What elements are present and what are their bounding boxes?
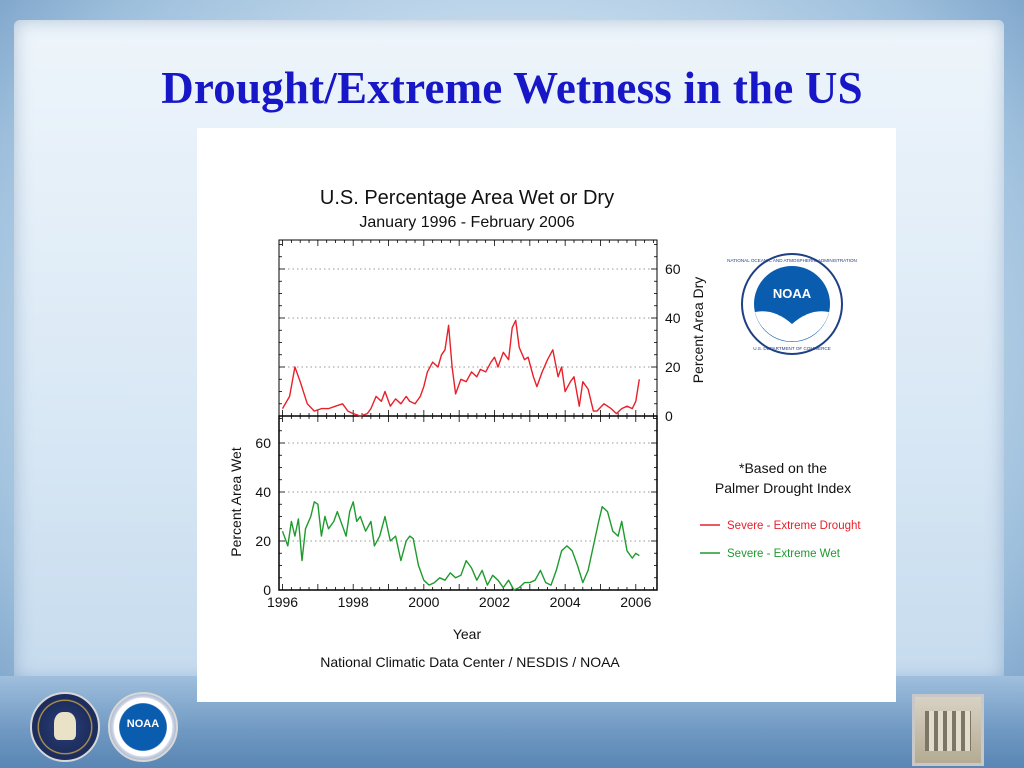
x-tick-label: 1996 xyxy=(267,594,298,610)
noaa-seal-icon: NOAA xyxy=(108,692,178,762)
legend-label-wet: Severe - Extreme Wet xyxy=(727,548,841,560)
grid-layer xyxy=(279,268,657,542)
noaa-seal-text: NOAA xyxy=(126,718,160,730)
department-of-commerce-seal-icon xyxy=(30,692,100,762)
drought-series-line xyxy=(281,319,640,417)
x-tick-label: 1998 xyxy=(338,594,369,610)
noaa-logo-text: NOAA xyxy=(773,286,812,301)
y-tick-label: 0 xyxy=(665,408,673,424)
slide-title: Drought/Extreme Wetness in the US xyxy=(161,63,863,113)
y-tick-label: 60 xyxy=(665,261,681,277)
chart-panel: U.S. Percentage Area Wet or Dry January … xyxy=(197,128,896,702)
building-columns xyxy=(925,711,971,751)
wet-series-line xyxy=(281,501,640,591)
y-tick-label: 40 xyxy=(665,310,681,326)
noaa-bottom-text: U.S. DEPARTMENT OF COMMERCE xyxy=(753,346,831,351)
x-tick-label: 2000 xyxy=(408,594,439,610)
y-tick-label: 60 xyxy=(255,435,271,451)
chart-title: U.S. Percentage Area Wet or Dry xyxy=(320,187,614,209)
dry-axis-label: Percent Area Dry xyxy=(690,277,706,384)
chart-note-line1: *Based on the xyxy=(739,460,827,476)
wet-axis-label: Percent Area Wet xyxy=(228,447,244,557)
x-tick-label: 2002 xyxy=(479,594,510,610)
legend-label-drought: Severe - Extreme Drought xyxy=(727,520,861,532)
chart-note-line2: Palmer Drought Index xyxy=(715,480,851,496)
chart-subtitle: January 1996 - February 2006 xyxy=(359,214,574,231)
eagle-icon xyxy=(54,712,76,740)
x-tick-label: 2006 xyxy=(620,594,651,610)
noaa-ring-text: NATIONAL OCEANIC AND ATMOSPHERIC ADMINIS… xyxy=(727,258,857,263)
chart-source: National Climatic Data Center / NESDIS /… xyxy=(320,654,620,670)
y-tick-label: 40 xyxy=(255,484,271,500)
tick-layer: 0 20 40 60 0 20 40 60 1996 1998 2000 2002 2004 2006 xyxy=(255,240,681,610)
y-tick-label: 20 xyxy=(255,533,271,549)
line-layer xyxy=(281,319,640,591)
dry-panel-frame xyxy=(278,239,658,417)
y-tick-label: 20 xyxy=(665,359,681,375)
building-photo-icon xyxy=(912,694,984,766)
x-axis-label: Year xyxy=(453,626,482,642)
noaa-logo: NOAA NATIONAL OCEANIC AND ATMOSPHERIC AD… xyxy=(727,253,857,355)
x-tick-label: 2004 xyxy=(550,594,581,610)
chart-svg: U.S. Percentage Area Wet or Dry January … xyxy=(228,187,861,670)
y-tick-label: 0 xyxy=(263,582,271,598)
